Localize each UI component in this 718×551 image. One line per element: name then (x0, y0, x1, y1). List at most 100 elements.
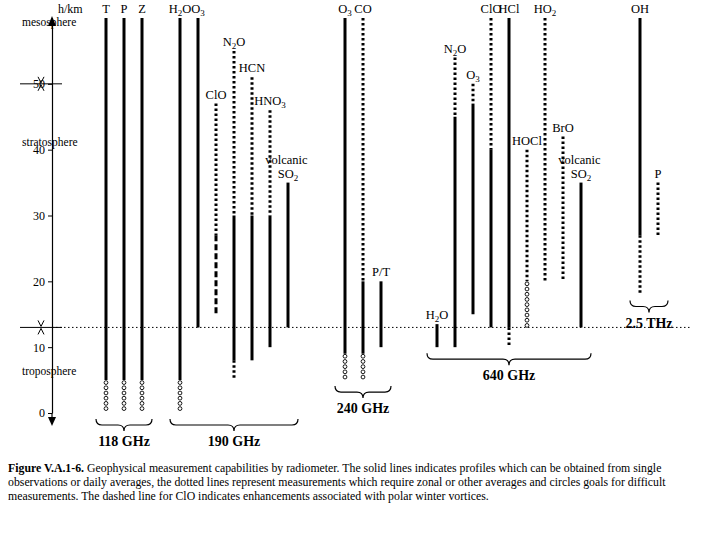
species-label-part: H (169, 2, 178, 16)
y-tick-mark (48, 347, 52, 348)
goal-circle (122, 401, 126, 405)
dotted-segment (362, 18, 365, 281)
goal-circle (178, 391, 182, 395)
species-label-part: O (236, 35, 245, 49)
species-label: O3 (338, 2, 352, 18)
goal-circle (343, 360, 347, 364)
species-label-part: O (439, 308, 448, 322)
group-brace (427, 353, 591, 365)
species-label-part: O (338, 2, 347, 16)
goal-circle (525, 324, 529, 328)
species-label-part: O (457, 42, 466, 56)
goal-circle (525, 313, 529, 317)
goal-circle (361, 360, 365, 364)
solid-segment (179, 18, 182, 380)
goal-segment (104, 381, 108, 411)
species-label-part: SO (571, 167, 587, 181)
species-label: volcanic SO2 (265, 153, 310, 183)
species-label: P (655, 167, 662, 181)
species-label-part: O (466, 68, 475, 82)
species-label: H2O (426, 308, 449, 324)
goal-circle (140, 386, 144, 390)
species-label-part: OH (631, 2, 649, 16)
species-label-part: N (444, 42, 453, 56)
goal-circle (122, 396, 126, 400)
layer-label: troposphere (22, 365, 76, 378)
solid-segment (580, 183, 583, 328)
goal-circle (525, 303, 529, 307)
solid-segment (362, 281, 365, 353)
species-label: Z (138, 2, 146, 16)
layer-label: mesosphere (22, 16, 76, 29)
species-label-part: 3 (475, 74, 480, 84)
dotted-segment (454, 58, 457, 117)
dotted-segment (657, 183, 660, 236)
goal-circle (122, 386, 126, 390)
y-tick-label: 20 (33, 275, 45, 289)
goal-circle (361, 375, 365, 379)
solid-segment (472, 104, 475, 315)
group-brace (170, 419, 298, 431)
solid-segment (105, 18, 108, 380)
y-tick-label: 0 (39, 406, 45, 420)
species-label-part: volcanic (265, 153, 310, 167)
species-label-part: HNO (254, 94, 281, 108)
goal-circle (140, 381, 144, 385)
y-axis-line (52, 19, 53, 414)
species-label-part: 3 (200, 8, 205, 18)
caption-text: Geophysical measurement capabilities by … (8, 461, 666, 503)
solid-segment (251, 216, 254, 361)
solid-segment (454, 117, 457, 347)
dashed-segment (215, 235, 218, 314)
species-label-part: CO (354, 2, 371, 16)
goal-segment (525, 282, 529, 327)
goal-circle (104, 396, 108, 400)
dotted-segment (490, 18, 493, 150)
y-tick: 20 (33, 275, 52, 289)
goal-circle (122, 407, 126, 411)
solid-segment (508, 18, 511, 327)
goal-circle (104, 401, 108, 405)
group-brace (96, 419, 152, 431)
species-label-part: Z (138, 2, 146, 16)
axis-arrow-down-stem (51, 413, 52, 419)
caption-label: Figure V.A.1-6. (8, 461, 84, 475)
goal-circle (140, 391, 144, 395)
dotted-segment (233, 360, 236, 380)
species-label: HOCl (512, 134, 542, 148)
species-label-part: BrO (552, 121, 574, 135)
species-label: P/T (372, 265, 390, 279)
goal-circle (361, 370, 365, 374)
species-label-part: ClO (206, 88, 227, 102)
goal-circle (361, 354, 365, 358)
species-label-part: O (191, 2, 200, 16)
group-label: 640 GHz (483, 368, 536, 383)
plot-marks (104, 18, 658, 410)
species-label: O3 (191, 2, 205, 18)
species-label: HNO3 (254, 94, 286, 110)
goal-circle (525, 282, 529, 286)
species-label-part: H (426, 308, 435, 322)
solid-segment (490, 150, 493, 328)
species-label-part: HO (534, 2, 552, 16)
species-label: ClO (206, 88, 227, 102)
y-tick: 30 (33, 209, 52, 223)
goal-segment (343, 354, 347, 379)
goal-circle (178, 386, 182, 390)
species-label-part: 2 (294, 173, 299, 183)
goal-segment (122, 381, 126, 411)
goal-segment (178, 381, 182, 411)
goal-circle (525, 292, 529, 296)
caption: Figure V.A.1-6. Geophysical measurement … (8, 461, 712, 503)
species-label-part: T (102, 2, 110, 16)
goal-circle (178, 407, 182, 411)
solid-segment (269, 216, 272, 348)
goal-circle (343, 370, 347, 374)
goal-circle (178, 401, 182, 405)
species-label-part: P/T (372, 265, 390, 279)
goal-circle (122, 391, 126, 395)
group-brace (630, 301, 668, 313)
y-tick-mark (48, 281, 52, 282)
goal-circle (104, 407, 108, 411)
species-label-part: P (121, 2, 128, 16)
